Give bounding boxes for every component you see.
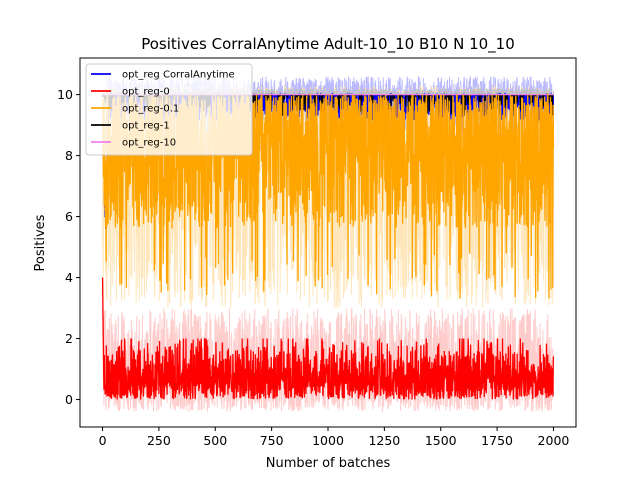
x-tick-label: 1750: [481, 433, 513, 448]
x-tick-label: 500: [203, 433, 227, 448]
x-tick-label: 750: [260, 433, 284, 448]
x-tick-label: 1000: [312, 433, 344, 448]
x-tick-label: 1500: [425, 433, 457, 448]
x-tick-label: 250: [147, 433, 171, 448]
y-tick-label: 2: [65, 331, 73, 346]
chart-title: Positives CorralAnytime Adult-10_10 B10 …: [141, 35, 515, 54]
y-tick-label: 0: [65, 392, 73, 407]
y-axis-label: Positives: [33, 214, 48, 271]
y-tick-label: 8: [65, 148, 73, 163]
x-tick-label: 2000: [538, 433, 570, 448]
y-tick-label: 6: [65, 209, 73, 224]
legend-label: opt_reg-10: [122, 138, 176, 149]
legend-label: opt_reg-1: [122, 121, 170, 132]
series-line-1: [101, 277, 555, 400]
legend-label: opt_reg CorralAnytime: [122, 70, 235, 81]
x-axis-label: Number of batches: [266, 456, 391, 471]
x-tick-label: 1250: [368, 433, 400, 448]
y-tick-label: 10: [57, 87, 73, 102]
legend: opt_reg CorralAnytime opt_reg-0 opt_reg-0.…: [85, 63, 253, 156]
x-axis: 0 250 500 750 1000 1250 1500 1750 2000: [99, 427, 570, 448]
legend-label: opt_reg-0: [122, 87, 170, 98]
legend-label: opt_reg-0.1: [122, 104, 179, 115]
x-tick-label: 0: [99, 433, 107, 448]
y-axis: 0 2 4 6 8 10: [57, 87, 80, 407]
y-tick-label: 4: [65, 270, 73, 285]
legend-box: [85, 63, 253, 156]
